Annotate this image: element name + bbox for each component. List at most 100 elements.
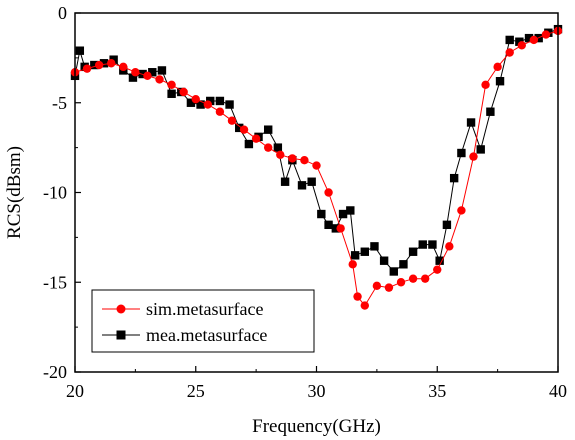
data-point-mea [167,89,176,98]
data-point-mea [476,145,485,154]
data-point-sim [481,80,490,90]
data-point-mea [428,240,437,249]
legend-marker-mea [116,330,126,340]
data-point-mea [515,37,524,46]
data-point-sim [505,48,514,57]
data-point-mea [408,247,418,256]
data-point-mea [338,209,348,219]
data-point-sim [300,155,309,165]
ticks-layer: 20 25 30 35 40 0 -5 -10 -15 -20 [43,3,567,401]
data-point-mea [331,224,341,233]
data-point-sim [372,281,382,291]
legend-marker-sim [116,304,126,314]
data-point-mea [370,242,379,251]
data-point-mea [297,181,307,190]
data-point-sim [324,188,333,197]
data-point-mea [524,33,534,43]
data-point-mea [486,107,495,116]
data-point-mea [280,177,290,186]
y-tick-label: 0 [58,3,67,23]
data-point-mea [157,66,167,75]
data-point-mea [244,139,254,149]
y-tick-label: -10 [43,183,67,203]
x-tick-label: 35 [428,381,446,401]
data-point-mea [196,100,205,109]
x-tick-label: 40 [549,381,567,401]
data-point-sim [167,80,176,90]
data-point-sim [264,143,273,152]
data-point-sim [396,278,406,287]
data-point-mea [449,173,459,183]
y-tick-label: -20 [43,362,67,382]
data-point-sim [408,274,418,283]
data-point-sim [541,30,551,39]
data-point-mea [435,256,444,265]
y-tick-label: -15 [43,272,67,292]
data-point-mea [90,60,99,70]
data-point-mea [128,73,138,82]
y-axis-label: RCS(dBsm) [4,146,25,239]
data-point-mea [235,123,244,133]
data-point-sim [445,242,454,251]
data-point-sim [336,224,345,233]
series-line-mea [74,28,559,273]
x-tick-label: 20 [66,381,84,401]
data-point-mea [350,251,360,260]
data-point-mea [324,220,333,230]
data-point-mea [495,77,505,86]
data-point-sim [493,62,502,72]
data-point-sim [517,41,526,50]
data-point-sim [131,68,140,77]
data-point-mea [360,247,369,256]
data-point-sim [82,64,92,73]
x-axis-label: Frequency(GHz) [252,416,381,437]
data-point-sim [107,59,116,68]
data-point-sim [529,35,539,45]
data-point-mea [99,59,109,68]
data-point-sim [457,206,466,215]
data-point-mea [466,118,476,127]
data-point-mea [399,260,408,269]
data-point-sim [227,116,237,125]
data-point-sim [276,150,285,160]
data-point-sim [348,260,357,269]
data-point-sim [239,125,249,134]
data-point-mea [148,68,157,77]
x-tick-label: 25 [187,381,205,401]
data-point-sim [288,154,297,163]
data-point-sim [469,152,478,161]
data-point-sim [360,301,369,310]
legend-label-sim: sim.metasurface [146,299,263,319]
legend-label-mea: mea.metasurface [146,325,267,345]
data-point-mea [457,148,466,158]
data-point-sim [433,265,442,274]
data-point-sim [312,161,321,170]
data-point-sim [143,71,152,81]
data-point-sim [353,292,362,301]
y-tick-label: -5 [52,93,67,113]
data-point-mea [186,98,196,107]
x-tick-label: 30 [308,381,326,401]
data-point-sim [191,94,200,104]
data-point-mea [505,35,514,45]
data-point-sim [119,62,128,72]
data-point-mea [307,177,316,186]
data-point-mea [317,209,326,219]
data-point-mea [389,267,398,276]
data-point-sim [420,274,430,283]
data-point-mea [418,240,427,249]
data-point-mea [264,125,273,134]
data-point-mea [75,46,85,55]
data-point-sim [384,283,394,292]
data-point-mea [346,206,355,215]
data-point-sim [94,60,104,70]
data-point-sim [251,134,261,143]
series-layer [70,24,563,310]
legend: sim.metasurface mea.metasurface [91,289,315,353]
data-point-sim [215,107,225,116]
data-point-mea [109,55,118,64]
data-point-mea [225,100,234,109]
data-point-mea [273,143,283,152]
